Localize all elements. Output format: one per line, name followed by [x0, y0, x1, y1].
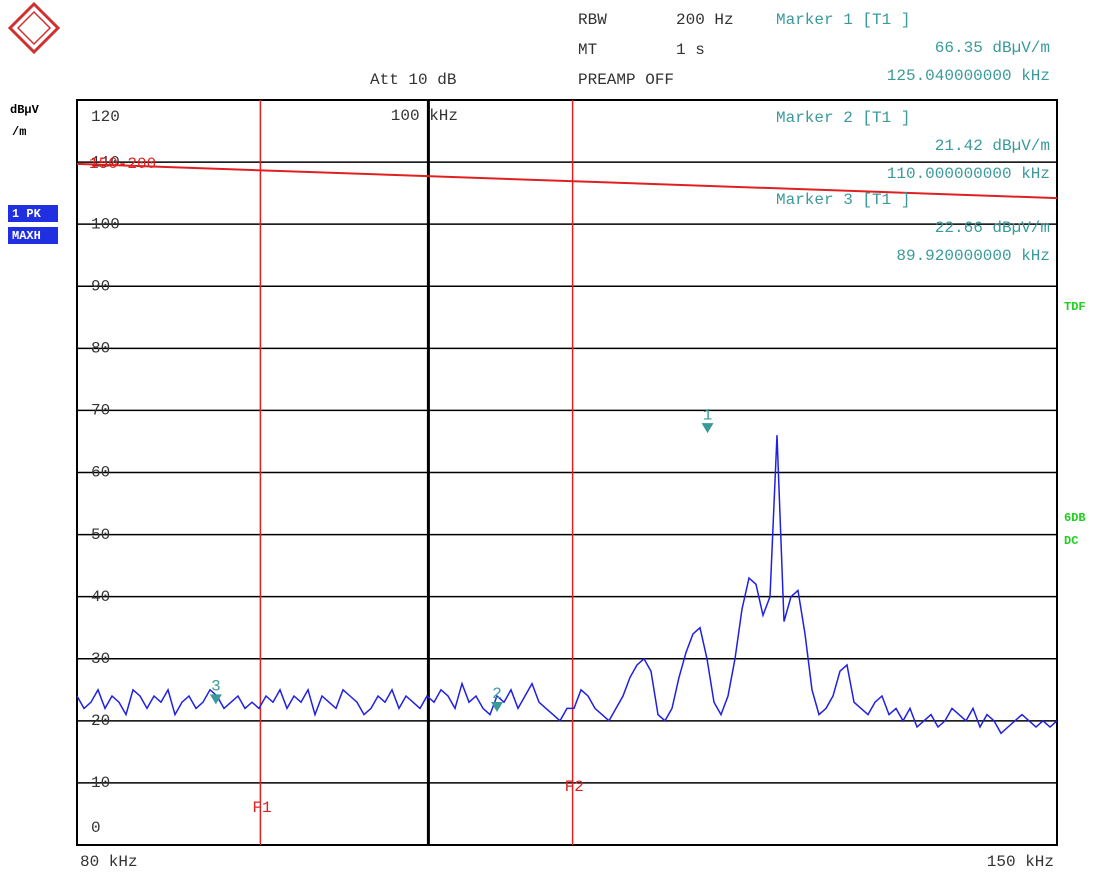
marker-label: 2 [492, 685, 502, 703]
y-tick-label: 120 [91, 108, 120, 126]
marker-title: Marker 3 [T1 ] [776, 191, 910, 209]
y-tick-label: 0 [91, 819, 101, 837]
marker-value: 66.35 dBµV/m [935, 39, 1050, 57]
marker-value: 21.42 dBµV/m [935, 137, 1050, 155]
y-tick-label: 100 [91, 215, 120, 233]
marker-frequency: 110.000000000 kHz [887, 165, 1050, 183]
setting: 1 s [676, 41, 705, 59]
trace-badge [8, 205, 58, 222]
vertical-line-label: 100 kHz [391, 107, 458, 125]
logo-inner [16, 10, 52, 46]
marker-title: Marker 2 [T1 ] [776, 109, 910, 127]
trace [76, 162, 1058, 200]
marker-frequency: 125.040000000 kHz [887, 67, 1050, 85]
x-tick-label: 150 kHz [987, 853, 1054, 871]
setting: RBW [578, 11, 607, 29]
marker [701, 423, 714, 434]
limit-line-label: 150-200 [89, 155, 156, 173]
y-tick-label: 110 [91, 153, 120, 171]
marker-label: 1 [703, 406, 713, 424]
y-tick-label: 50 [91, 526, 110, 544]
vertical-line-label: F1 [252, 799, 271, 817]
marker [491, 702, 503, 713]
setting: 200 Hz [676, 11, 734, 29]
trace-detector: 1 PK [12, 207, 42, 221]
side-label: DC [1064, 534, 1078, 548]
y-tick-label: 60 [91, 464, 110, 482]
y-unit: /m [12, 125, 26, 139]
trace-mode: MAXH [12, 229, 41, 243]
trace [76, 435, 1058, 735]
logo-diamond [7, 1, 61, 55]
setting: MT [578, 41, 597, 59]
marker-label: 3 [211, 678, 221, 696]
y-tick-label: 20 [91, 712, 110, 730]
x-tick-label: 80 kHz [80, 853, 138, 871]
y-tick-label: 10 [91, 774, 110, 792]
marker-frequency: 89.920000000 kHz [896, 247, 1050, 265]
trace-badge [8, 227, 58, 244]
setting: PREAMP OFF [578, 71, 674, 89]
marker [209, 694, 222, 705]
y-tick-label: 90 [91, 277, 110, 295]
setting: Att 10 dB [370, 71, 456, 89]
marker-value: 22.66 dBµV/m [935, 219, 1050, 237]
y-unit: dBµV [10, 103, 40, 117]
y-tick-label: 80 [91, 340, 110, 358]
marker-title: Marker 1 [T1 ] [776, 11, 910, 29]
vertical-line-label: F2 [565, 778, 584, 796]
side-label: TDF [1064, 300, 1086, 314]
side-label: 6DB [1064, 511, 1086, 525]
logo [7, 1, 61, 55]
y-tick-label: 40 [91, 588, 110, 606]
y-tick-label: 70 [91, 402, 110, 420]
y-tick-label: 30 [91, 650, 110, 668]
